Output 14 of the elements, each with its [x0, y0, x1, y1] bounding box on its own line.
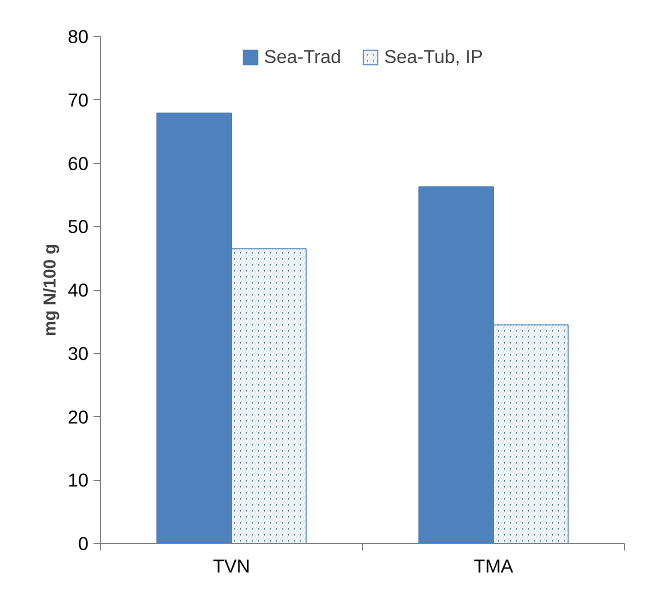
- y-tick-label: 0: [78, 533, 89, 554]
- x-tick-label: TMA: [474, 556, 514, 576]
- legend-label: Sea-Tub, IP: [384, 46, 483, 68]
- y-tick-label: 20: [68, 406, 89, 428]
- y-tick-label: 40: [68, 280, 89, 300]
- y-tick-label: 50: [68, 216, 89, 238]
- y-tick-label: 30: [68, 342, 89, 364]
- y-tick-label: 80: [68, 26, 89, 47]
- legend-label: Sea-Trad: [264, 46, 342, 68]
- y-tick-label: 70: [68, 89, 89, 110]
- x-tick-label: TVN: [212, 556, 250, 576]
- y-tick-label: 60: [68, 152, 89, 174]
- y-tick-label: 10: [68, 470, 89, 491]
- y-axis-title: mg N/100 g: [40, 244, 60, 336]
